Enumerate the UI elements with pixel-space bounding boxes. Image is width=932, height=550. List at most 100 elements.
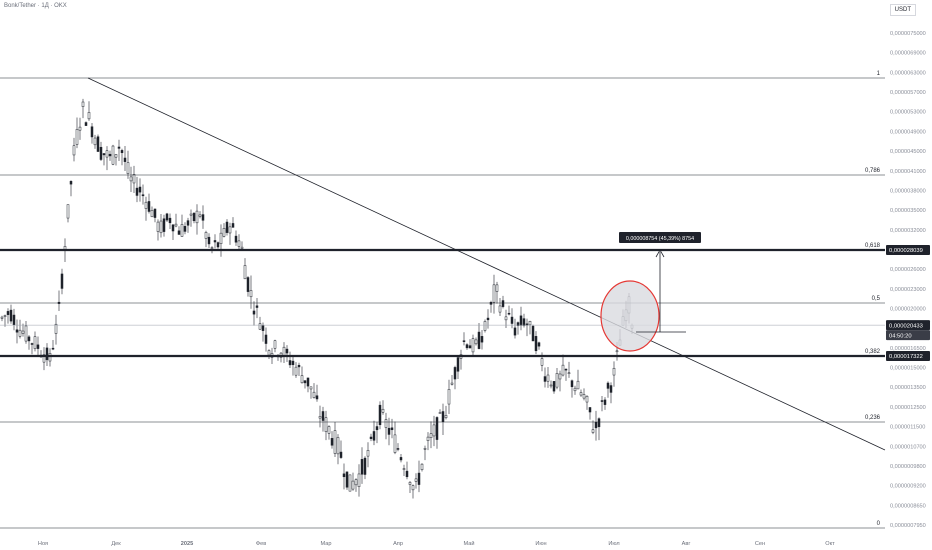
- candle-body: [126, 162, 130, 174]
- fib-level-label: 1: [877, 71, 881, 77]
- candle-body: [48, 353, 52, 362]
- candle-body: [267, 350, 271, 356]
- y-tick-label: 0,0000069000: [890, 51, 926, 57]
- candle-body: [264, 334, 268, 344]
- candle-body: [483, 321, 487, 331]
- candle-body: [372, 431, 376, 441]
- y-tick-label: 0,0000008650: [890, 503, 926, 509]
- candle-body: [219, 232, 223, 244]
- candle-body: [456, 357, 460, 372]
- candle-body: [93, 137, 97, 146]
- y-tick-label: 0,0000032000: [890, 228, 926, 234]
- measure-label: 0,000008754 (45,39%) 8754: [626, 236, 694, 242]
- candle-body: [117, 146, 121, 149]
- candle-body: [0, 316, 4, 319]
- candle-body: [132, 174, 136, 184]
- candle-body: [327, 426, 331, 434]
- candle-body: [198, 214, 202, 217]
- candle-body: [345, 471, 349, 488]
- candle-body: [120, 150, 124, 154]
- trendline: [87, 77, 886, 451]
- candles-layer: [0, 98, 634, 499]
- candle-body: [447, 389, 451, 405]
- candle-body: [240, 246, 244, 249]
- candle-body: [231, 223, 235, 228]
- candle-body: [594, 421, 598, 429]
- candle-body: [27, 336, 31, 342]
- candle-body: [150, 209, 154, 218]
- candle-body: [564, 368, 568, 371]
- candle-body: [585, 395, 589, 403]
- y-tick-label: 0,0000010700: [890, 444, 926, 450]
- candle-body: [528, 320, 532, 326]
- candle-body: [177, 230, 181, 235]
- candle-body: [600, 400, 604, 402]
- candle-body: [66, 204, 70, 219]
- candle-body: [216, 242, 220, 248]
- measure-arrow-head: [655, 249, 665, 258]
- candle-body: [366, 450, 370, 457]
- candle-body: [363, 457, 367, 475]
- chart-title: Bonk/Tether · 1Д · OKX: [4, 3, 67, 9]
- candle-body: [555, 373, 559, 388]
- y-tick-label: 0,0000045000: [890, 149, 926, 155]
- candle-body: [156, 221, 160, 232]
- fib-levels-layer: 1 0,786 0,618 0,5 0,382 0,236 0: [0, 71, 885, 529]
- candle-body: [273, 340, 277, 349]
- candle-body: [138, 186, 142, 193]
- currency-button[interactable]: USDT: [889, 4, 916, 16]
- candle-body: [99, 146, 103, 160]
- x-tick-label: Апр: [393, 541, 403, 547]
- candle-body: [420, 463, 424, 470]
- candle-body: [402, 468, 406, 470]
- candle-body: [9, 309, 13, 322]
- candle-body: [543, 376, 547, 382]
- price-badge: [886, 330, 930, 341]
- candle-body: [579, 392, 583, 396]
- candle-body: [597, 418, 601, 428]
- candle-body: [405, 470, 409, 478]
- candle-body: [36, 344, 40, 349]
- candle-body: [306, 377, 310, 387]
- candle-body: [324, 417, 328, 432]
- candle-body: [84, 122, 88, 126]
- candle-body: [147, 201, 151, 212]
- fib-level-label: 0: [877, 521, 881, 527]
- price-badge: [886, 351, 930, 361]
- candle-body: [438, 412, 442, 414]
- y-tick-label: 0,0000009200: [890, 484, 926, 490]
- measure-label-box: [619, 232, 701, 243]
- candle-body: [336, 437, 340, 455]
- candle-body: [123, 157, 127, 162]
- candle-body: [255, 305, 259, 308]
- candle-body: [3, 315, 7, 317]
- candle-body: [408, 482, 412, 485]
- x-tick-label: Мар: [321, 541, 332, 547]
- highlight-circle: [600, 280, 660, 352]
- y-tick-label: 0,0000023000: [890, 287, 926, 293]
- candle-body: [429, 433, 433, 438]
- candle-body: [12, 314, 16, 325]
- candle-body: [615, 350, 619, 353]
- candle-body: [204, 232, 208, 239]
- candle-body: [591, 429, 595, 433]
- candle-body: [183, 226, 187, 232]
- candle-body: [288, 360, 292, 366]
- candle-body: [414, 478, 418, 482]
- y-tick-label: 0,0000075000: [890, 31, 926, 37]
- candle-body: [15, 329, 19, 333]
- y-tick-label: 0,0000015000: [890, 366, 926, 372]
- candle-body: [342, 473, 346, 478]
- candle-body: [552, 381, 556, 392]
- candle-body: [297, 364, 301, 368]
- y-tick-label: 0,0000007950: [890, 523, 926, 529]
- candle-body: [261, 325, 265, 331]
- candle-body: [468, 345, 472, 349]
- candle-body: [501, 300, 505, 307]
- candle-body: [369, 436, 373, 439]
- candle-body: [246, 277, 250, 292]
- candle-body: [393, 434, 397, 453]
- candle-body: [309, 386, 313, 390]
- fib-level-label: 0,5: [872, 296, 881, 302]
